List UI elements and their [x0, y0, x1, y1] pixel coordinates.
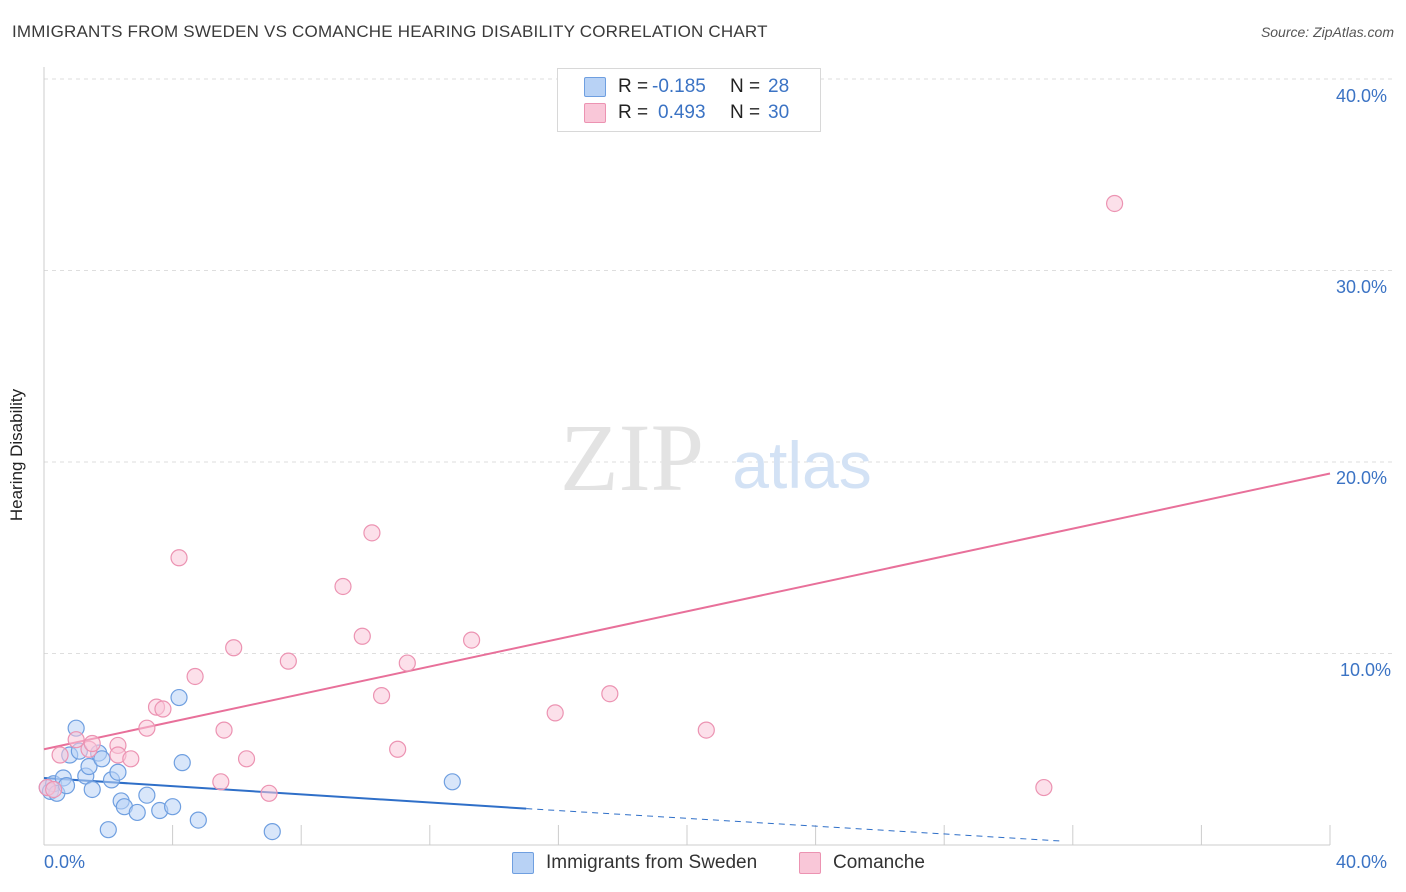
y-tick-label-40: 40.0%	[1336, 86, 1388, 106]
point-comanche	[546, 704, 564, 722]
r-value: -0.185	[652, 76, 706, 97]
point-sweden	[109, 763, 127, 781]
watermark: ZIP atlas	[560, 404, 872, 511]
point-comanche	[601, 685, 619, 703]
y-axis-label: Hearing Disability	[7, 388, 26, 522]
point-sweden	[263, 822, 281, 841]
point-comanche	[67, 731, 85, 749]
point-comanche	[215, 721, 233, 739]
stats-legend: R = -0.185 N = 28 R = 0.493 N = 30	[557, 68, 821, 132]
point-sweden	[164, 798, 182, 816]
trend-line-sweden	[43, 776, 527, 810]
x-tick-label-max: 40.0%	[1336, 852, 1388, 872]
watermark-zip: ZIP	[560, 404, 704, 511]
point-comanche	[138, 719, 156, 737]
point-sweden	[138, 786, 156, 804]
point-comanche	[353, 627, 371, 645]
stats-row-sweden: R = -0.185 N = 28	[584, 75, 789, 99]
point-comanche	[122, 750, 140, 768]
point-comanche	[225, 639, 243, 657]
source-label: Source: ZipAtlas.com	[1260, 24, 1394, 40]
point-sweden	[80, 757, 98, 776]
series-legend: Immigrants from Sweden Comanche	[0, 852, 1406, 876]
point-comanche	[212, 773, 230, 791]
legend-item-comanche[interactable]: Comanche	[799, 852, 925, 874]
point-sweden	[170, 688, 188, 707]
point-sweden	[189, 811, 207, 829]
point-comanche	[697, 721, 715, 739]
point-sweden	[128, 803, 146, 822]
x-tick-label-min: 0.0%	[44, 852, 86, 872]
point-comanche	[154, 700, 172, 718]
axes	[43, 67, 1331, 846]
y-tick-label-10: 10.0%	[1340, 660, 1392, 680]
n-label: N =	[730, 102, 761, 123]
point-comanche	[398, 654, 416, 672]
legend-label-comanche: Comanche	[833, 852, 925, 873]
point-comanche	[462, 631, 481, 649]
point-comanche	[170, 549, 188, 567]
y-tick-label-20: 20.0%	[1336, 468, 1388, 488]
n-value: 28	[768, 76, 790, 97]
y-tick-label-30: 30.0%	[1336, 277, 1388, 297]
point-comanche	[363, 524, 381, 542]
r-label: R =	[618, 76, 649, 97]
n-value: 30	[768, 102, 790, 123]
point-comanche	[186, 667, 204, 686]
chart-title: IMMIGRANTS FROM SWEDEN VS COMANCHE HEARI…	[12, 22, 768, 41]
point-sweden	[93, 750, 111, 768]
point-comanche	[260, 784, 278, 802]
point-comanche	[389, 740, 407, 758]
point-comanche	[45, 780, 63, 799]
point-comanche	[83, 734, 101, 753]
point-comanche	[1035, 778, 1053, 797]
point-comanche	[51, 746, 69, 764]
point-comanche	[334, 577, 352, 596]
trend-line-sweden-extension	[526, 808, 1064, 842]
r-label: R =	[618, 102, 649, 123]
point-comanche	[1105, 194, 1124, 213]
point-comanche	[237, 750, 256, 768]
n-label: N =	[730, 76, 761, 97]
stats-row-comanche: R = 0.493 N = 30	[584, 101, 789, 125]
legend-label-sweden: Immigrants from Sweden	[546, 852, 758, 873]
point-sweden	[99, 821, 117, 839]
watermark-atlas: atlas	[732, 428, 871, 502]
legend-swatch-pink	[799, 852, 821, 874]
point-sweden	[443, 773, 461, 791]
trend-lines	[43, 472, 1331, 842]
r-value: 0.493	[658, 102, 706, 123]
point-comanche	[372, 687, 391, 705]
point-sweden	[83, 780, 101, 799]
legend-swatch-pink	[584, 103, 606, 123]
point-sweden	[173, 754, 191, 772]
gridlines	[44, 78, 1392, 654]
legend-swatch-blue	[512, 852, 534, 874]
legend-item-sweden[interactable]: Immigrants from Sweden	[512, 852, 757, 874]
trend-line-comanche	[43, 472, 1331, 751]
data-points	[38, 194, 1124, 841]
legend-swatch-blue	[584, 77, 606, 97]
point-comanche	[279, 652, 297, 670]
